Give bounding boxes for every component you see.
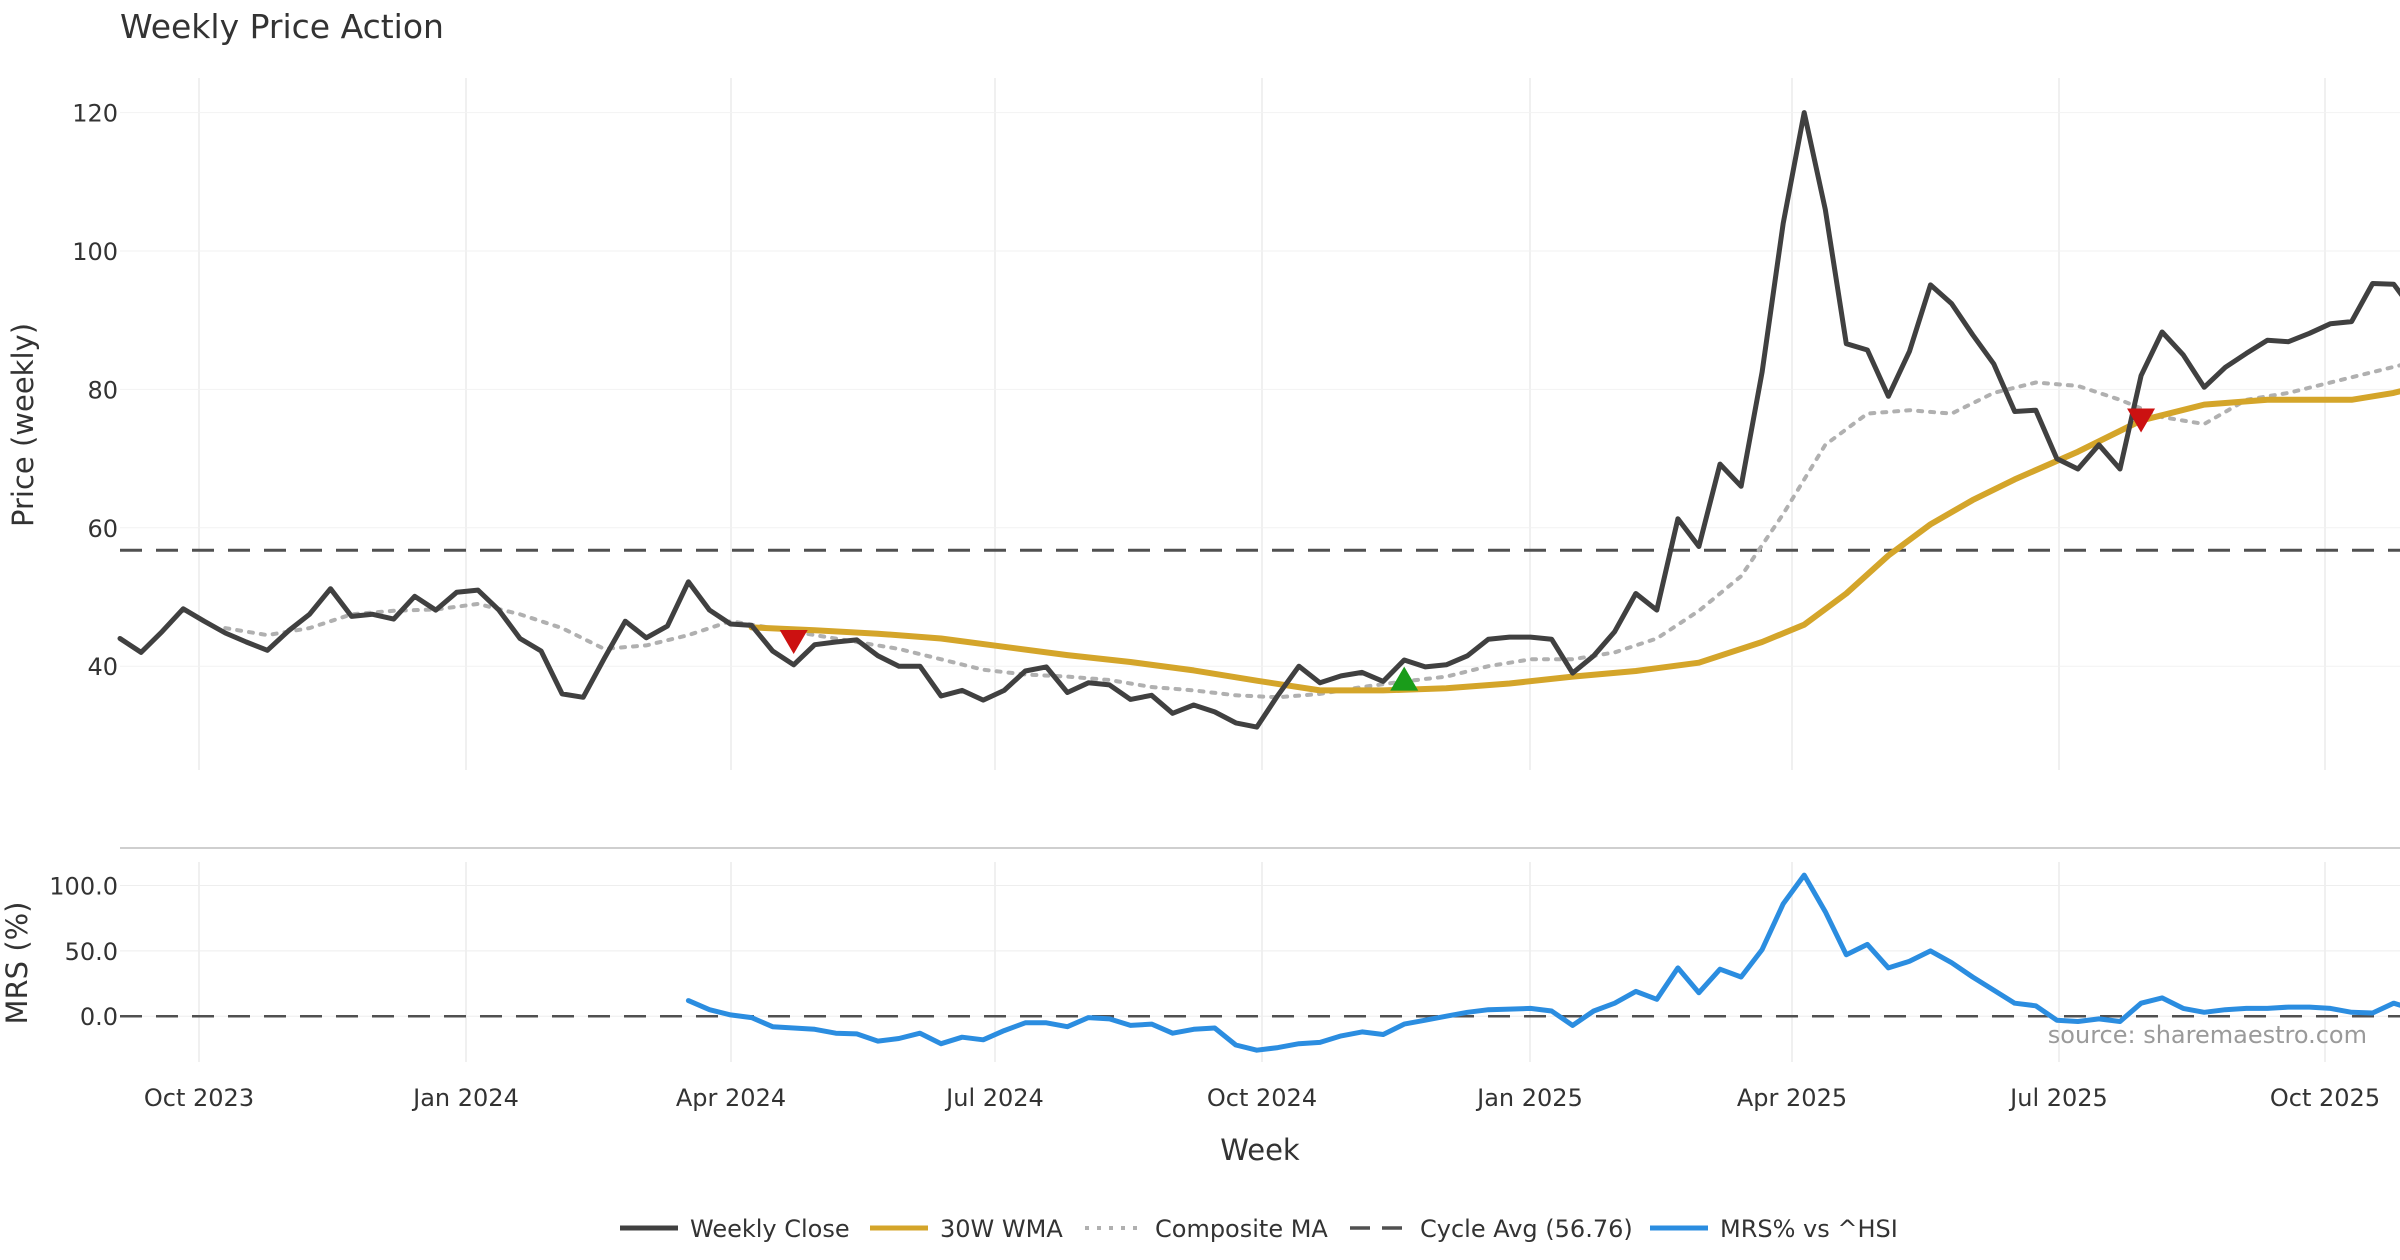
price-x-grid: [198, 78, 2326, 770]
series-weekly-close: [117, 110, 2400, 730]
sell-signal-marker: [2127, 408, 2156, 433]
mrs-y-tick-label: 50.0: [65, 938, 118, 966]
mrs-y-axis-label: MRS (%): [0, 902, 34, 1025]
x-tick-label: Apr 2024: [676, 1084, 786, 1112]
series-mrs-vs-hsi: [685, 872, 2400, 1053]
price-y-tick-label: 120: [72, 100, 118, 128]
legend: Weekly Close 30W WMA Composite MA Cycle Avg…: [620, 1215, 1898, 1243]
legend-label: Composite MA: [1155, 1215, 1328, 1243]
signal-markers: [779, 408, 2156, 691]
x-tick-label: Oct 2023: [144, 1084, 254, 1112]
series-30w-wma: [748, 388, 2400, 694]
mrs-series: [685, 872, 2400, 1053]
legend-label: Weekly Close: [690, 1215, 850, 1243]
x-tick-label: Oct 2025: [2270, 1084, 2380, 1112]
buy-signal-marker: [1390, 666, 1419, 691]
legend-item: Composite MA: [1085, 1215, 1328, 1243]
sell-signal-marker: [779, 629, 808, 654]
price-y-tick-label: 80: [87, 376, 118, 404]
mrs-y-tick-label: 100.0: [49, 873, 118, 901]
chart-title: Weekly Price Action: [120, 7, 444, 46]
legend-label: MRS% vs ^HSI: [1720, 1215, 1898, 1243]
price-y-tick-label: 60: [87, 515, 118, 543]
price-y-ticks: 40 60 80 100 120: [72, 100, 2400, 681]
x-tick-label: Jan 2025: [1475, 1084, 1583, 1112]
source-note: source: sharemaestro.com: [2048, 1021, 2367, 1049]
legend-label: 30W WMA: [940, 1215, 1063, 1243]
series-composite-ma: [223, 363, 2400, 700]
legend-item: Cycle Avg (56.76): [1350, 1215, 1633, 1243]
legend-item: Weekly Close: [620, 1215, 850, 1243]
price-panel: 40 60 80 100 120 Price (weekly): [6, 78, 2400, 770]
x-tick-label: Apr 2025: [1737, 1084, 1847, 1112]
legend-item: MRS% vs ^HSI: [1650, 1215, 1898, 1243]
price-series: [117, 110, 2400, 730]
legend-label: Cycle Avg (56.76): [1420, 1215, 1633, 1243]
x-axis-label: Week: [1220, 1133, 1300, 1167]
x-tick-label: Jan 2024: [411, 1084, 519, 1112]
mrs-y-ticks: 0.0 50.0 100.0: [49, 873, 2400, 1031]
mrs-y-tick-label: 0.0: [80, 1003, 118, 1031]
x-tick-label: Jul 2024: [944, 1084, 1044, 1112]
x-tick-label: Oct 2024: [1207, 1084, 1317, 1112]
legend-item: 30W WMA: [870, 1215, 1063, 1243]
mrs-panel: 0.0 50.0 100.0 MRS (%) source: sharemaestr…: [0, 862, 2400, 1062]
price-y-axis-label: Price (weekly): [6, 323, 40, 527]
mrs-x-grid: [198, 862, 2326, 1062]
x-tick-label: Jul 2025: [2008, 1084, 2108, 1112]
price-y-tick-label: 40: [87, 653, 118, 681]
x-axis-ticks: Oct 2023 Jan 2024 Apr 2024 Jul 2024 Oct 2024…: [144, 1084, 2380, 1112]
price-y-tick-label: 100: [72, 238, 118, 266]
